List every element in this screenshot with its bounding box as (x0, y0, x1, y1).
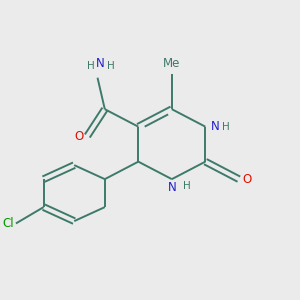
Text: N: N (96, 57, 105, 70)
Text: O: O (75, 130, 84, 142)
Text: H: H (107, 61, 115, 71)
Text: Cl: Cl (2, 217, 14, 230)
Text: H: H (184, 182, 191, 191)
Text: H: H (222, 122, 230, 132)
Text: O: O (242, 172, 252, 186)
Text: N: N (167, 182, 176, 194)
Text: N: N (211, 120, 219, 133)
Text: H: H (87, 61, 95, 71)
Text: Me: Me (163, 57, 181, 70)
